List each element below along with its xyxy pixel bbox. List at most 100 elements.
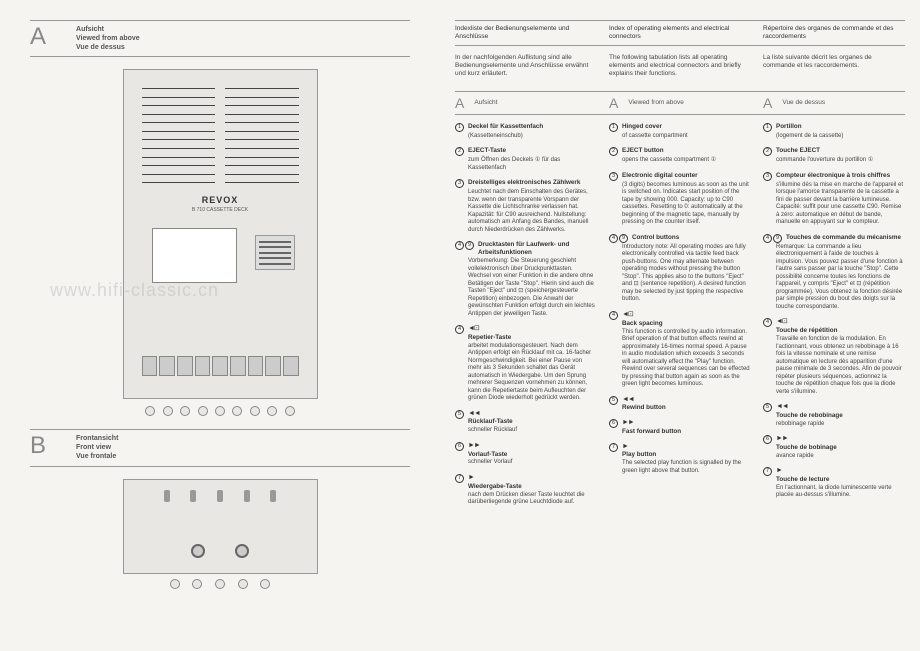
item-title: Portillon: [776, 123, 802, 131]
num-circle: 6: [609, 419, 618, 428]
item-4-9: 49 Drucktasten für Laufwerk- und Arbeitsf…: [455, 241, 597, 318]
num-circle: 9: [465, 241, 474, 250]
num-circle: 9: [773, 234, 782, 243]
item-title: EJECT-Taste: [468, 147, 506, 155]
item-4: 4◄⊡Back spacingThis function is controll…: [609, 311, 751, 389]
num-circle: 6: [455, 442, 464, 451]
item-1: 1Portillon(logement de la cassette): [763, 123, 905, 141]
item-body: commande l'ouverture du portillon ①: [763, 157, 905, 165]
item-3: 3Compteur électronique à trois chiffress…: [763, 172, 905, 227]
item-title: Drucktasten für Laufwerk- und Arbeitsfun…: [478, 241, 597, 257]
item-body: The selected play function is signalled …: [609, 460, 751, 475]
items-grid: 1 Deckel für Kassettenfach (Kassetteneinsc…: [455, 123, 905, 514]
symbol-icon: ◄◄: [776, 403, 843, 412]
head-de: Indexliste der Bedienungselemente und An…: [455, 25, 597, 41]
model-name: B 710 CASSETTE DECK: [124, 207, 317, 213]
symbol-icon: ◄⊡: [468, 325, 511, 334]
letter-b: B: [30, 434, 46, 458]
symbol-icon: ◄◄: [622, 396, 666, 405]
item-col-fr: 1Portillon(logement de la cassette)2Touc…: [763, 123, 905, 514]
item-title: Touche de lecture: [776, 476, 829, 484]
watermark: www.hifi-classic.cn: [50, 280, 219, 301]
item-body: (Kassetteneinschub): [455, 133, 597, 141]
num-circle: 7: [763, 467, 772, 476]
label-b-fr: Vue frontale: [76, 452, 118, 461]
item-title: Vorlauf-Taste: [468, 451, 507, 459]
item-body: nach dem Drücken dieser Taste leuchtet d…: [455, 492, 597, 507]
num-circle: 2: [763, 147, 772, 156]
item-title: Touches de commande du mécanisme: [786, 234, 901, 242]
jack-right: [235, 544, 249, 558]
item-2: 2EJECT-Tastezum Öffnen des Deckels ① für…: [455, 147, 597, 172]
item-body: (3 digits) becomes luminous as soon as t…: [609, 182, 751, 227]
symbol-icon: ◄⊡: [776, 318, 837, 327]
item-4-9: 49Control buttonsIntroductory note: All …: [609, 234, 751, 304]
jack-left: [191, 544, 205, 558]
num-circle: 6: [763, 435, 772, 444]
num-circle: 3: [609, 172, 618, 181]
num-circle: 5: [609, 396, 618, 405]
item-title: Wiedergabe-Taste: [468, 483, 522, 491]
item-body: Vorbemerkung: Die Steuerung geschieht vo…: [455, 258, 597, 318]
item-1: 1Hinged coverof cassette compartment: [609, 123, 751, 141]
item-title: Rücklauf-Taste: [468, 418, 513, 426]
cassette-window: [152, 228, 237, 283]
index-header: Indexliste der Bedienungselemente und An…: [455, 20, 905, 46]
intro-de: In der nachfolgenden Auflistung sind all…: [455, 54, 597, 79]
section-a-header: A Aufsicht Viewed from above Vue de dess…: [30, 20, 410, 57]
item-5: 5◄◄Rücklauf-Tasteschneller Rücklauf: [455, 410, 597, 435]
item-7: 7►Touche de lectureEn l'actionnant, la d…: [763, 467, 905, 500]
num-circle: 1: [763, 123, 772, 132]
item-6: 6►►Fast forward button: [609, 419, 751, 436]
symbol-icon: ◄⊡: [622, 311, 663, 320]
item-body: rebobinage rapide: [763, 421, 905, 429]
item-title: Control buttons: [632, 234, 679, 242]
device-front-view: [123, 479, 318, 574]
num-circle: 3: [455, 179, 464, 188]
num-circle: 7: [455, 474, 464, 483]
symbol-icon: ►: [622, 443, 656, 452]
item-body: zum Öffnen des Deckels ① für das Kassett…: [455, 157, 597, 172]
intro-en: The following tabulation lists all opera…: [609, 54, 751, 79]
num-circle: 4: [609, 234, 618, 243]
item-col-de: 1Deckel für Kassettenfach(Kassetteneinsc…: [455, 123, 597, 514]
intro-row: In der nachfolgenden Auflistung sind all…: [455, 54, 905, 79]
item-4-9: 49Touches de commande du mécanismeRemarq…: [763, 234, 905, 312]
item-7: 7 ►Play buttonThe selected play function …: [609, 443, 751, 476]
head-fr: Répertoire des organes de commande et de…: [763, 25, 905, 41]
item-title: Hinged cover: [622, 123, 662, 131]
item-body: Leuchtet nach dem Einschalten des Geräte…: [455, 189, 597, 234]
item-col-en: 1Hinged coverof cassette compartment2EJE…: [609, 123, 751, 514]
num-circle: 5: [763, 403, 772, 412]
item-body: arbeitet modulationsgesteuert. Nach dem …: [455, 343, 597, 403]
item-title: Touche de bobinage: [776, 444, 837, 452]
item-title: Touche de rebobinage: [776, 412, 843, 420]
item-title: Electronic digital counter: [622, 172, 698, 180]
item-3: 3 Electronic digital counter (3 digits) be…: [609, 172, 751, 227]
item-title: Deckel für Kassettenfach: [468, 123, 543, 131]
item-title: Play button: [622, 451, 656, 459]
symbol-icon: ◄◄: [468, 410, 513, 419]
symbol-icon: ►: [776, 467, 829, 476]
item-title: Dreistelliges elektronisches Zählwerk: [468, 179, 580, 187]
num-circle: 9: [619, 234, 628, 243]
num-circle: 2: [609, 147, 618, 156]
num-circle: 4: [455, 241, 464, 250]
item-body: This function is controlled by audio inf…: [609, 329, 751, 389]
item-3: 3 Dreistelliges elektronisches Zählwerk Le…: [455, 179, 597, 234]
section-b-header: B Frontansicht Front view Vue frontale: [30, 429, 410, 466]
num-circle: 7: [609, 443, 618, 452]
item-1: 1Deckel für Kassettenfach(Kassetteneinsc…: [455, 123, 597, 141]
label-a-de: Aufsicht: [76, 25, 140, 34]
letter-a: A: [30, 25, 46, 49]
item-6: 6►►Touche de bobinageavance rapide: [763, 435, 905, 460]
symbol-icon: ►►: [468, 442, 507, 451]
head-en: Index of operating elements and electric…: [609, 25, 751, 41]
item-title: Touche de répétition: [776, 327, 837, 335]
item-body: opens the cassette compartment ①: [609, 157, 751, 165]
item-7: 7►Wiedergabe-Tastenach dem Drücken diese…: [455, 474, 597, 507]
num-circle: 1: [609, 123, 618, 132]
item-title: Compteur électronique à trois chiffres: [776, 172, 890, 180]
num-circle: 3: [763, 172, 772, 181]
item-body: Travaille en fonction de la modulation. …: [763, 336, 905, 396]
